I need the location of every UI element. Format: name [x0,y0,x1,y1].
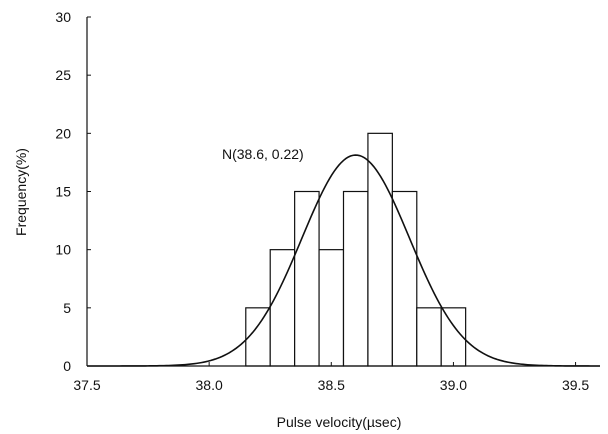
histogram-bar-2 [269,249,296,367]
y-tick-label: 30 [55,9,71,25]
histogram-bar-5 [342,190,369,367]
y-tick-label: 5 [63,300,71,316]
histogram-bars [245,132,467,367]
y-tick-label: 15 [55,184,71,200]
x-tick-label: 38.5 [318,377,345,393]
x-axis-ticks: 37.5 38.0 38.5 39.0 39.5 [73,362,589,393]
x-axis-title: Pulse velocity(µsec) [277,414,402,430]
y-tick-label: 10 [55,242,71,258]
normal-fit-curve [87,154,600,367]
fit-annotation: N(38.6, 0.22) [222,146,304,162]
y-tick-label: 0 [63,358,71,374]
histogram-bar-3 [294,190,320,367]
x-tick-label: 39.5 [562,377,589,393]
x-tick-label: 38.0 [196,377,223,393]
y-axis-ticks: 0 5 10 15 20 25 30 [55,9,91,374]
histogram-bar-7 [391,190,418,367]
y-axis-title: Frequency(%) [13,148,29,236]
x-tick-label: 37.5 [73,377,100,393]
histogram-bar-4 [318,249,345,367]
y-tick-label: 25 [55,67,71,83]
histogram-bar-6 [367,132,393,367]
x-tick-label: 39.0 [440,377,467,393]
histogram-bar-8 [416,307,442,367]
y-tick-label: 20 [55,125,71,141]
histogram-bar-1 [245,307,271,367]
